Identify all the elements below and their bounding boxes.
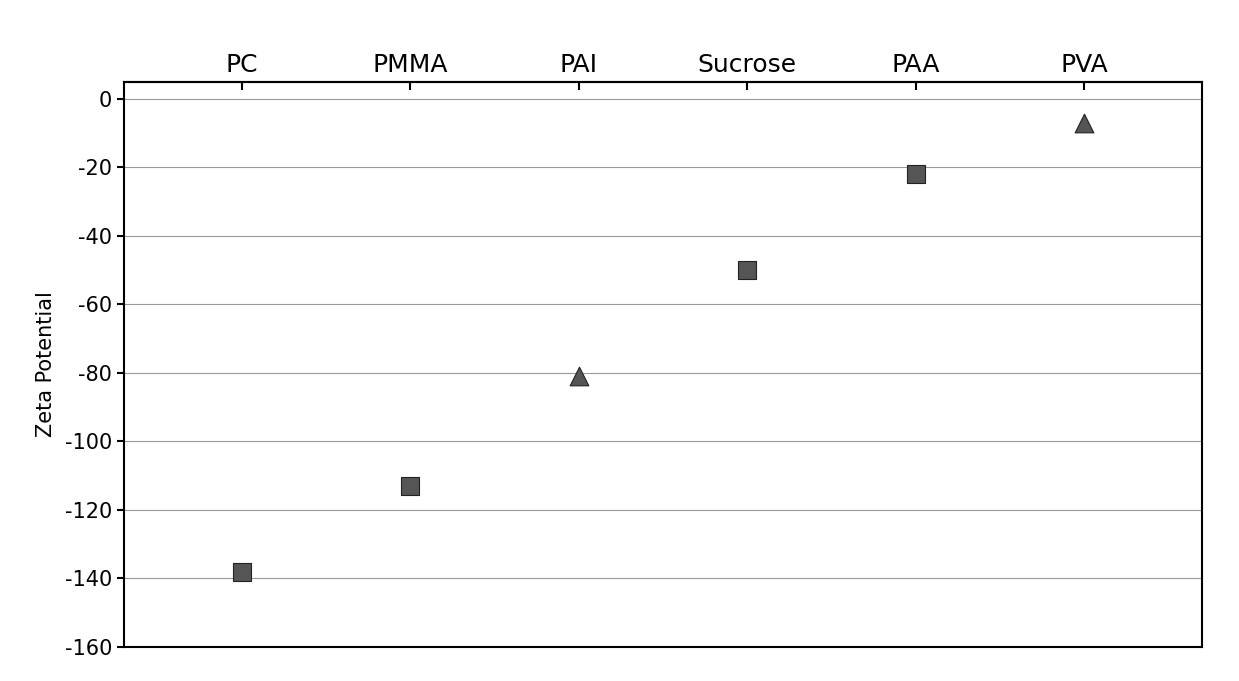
Point xyxy=(400,481,420,492)
Point xyxy=(232,566,252,577)
Y-axis label: Zeta Potential: Zeta Potential xyxy=(36,291,57,437)
Point xyxy=(906,169,926,180)
Point xyxy=(1074,117,1094,128)
Point xyxy=(569,371,589,382)
Point xyxy=(737,265,757,276)
